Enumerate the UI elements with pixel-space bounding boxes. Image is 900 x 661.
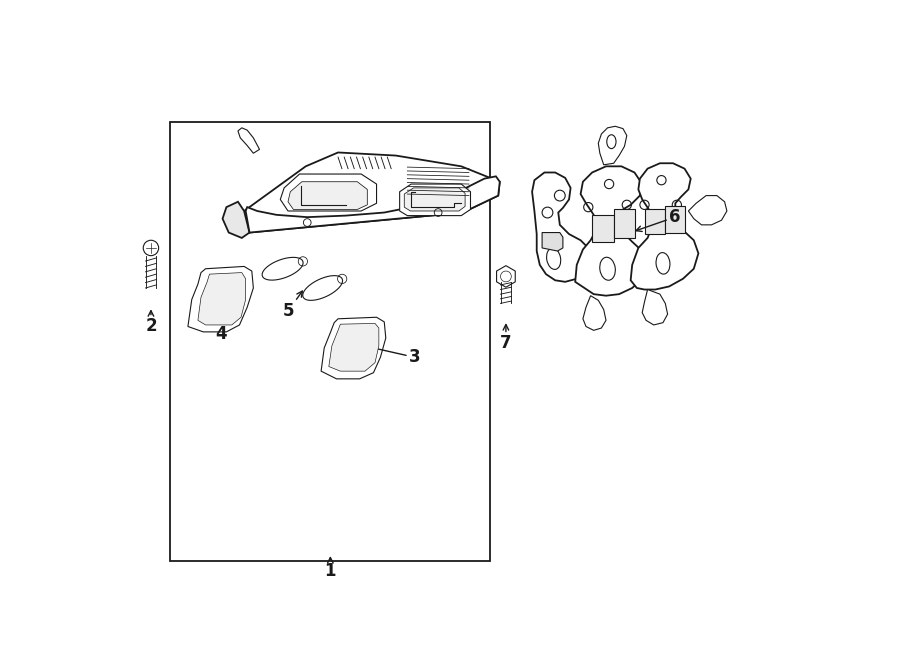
FancyBboxPatch shape bbox=[592, 215, 614, 242]
Polygon shape bbox=[400, 184, 471, 215]
Text: 5: 5 bbox=[283, 291, 302, 320]
Polygon shape bbox=[575, 167, 646, 295]
Text: 2: 2 bbox=[145, 311, 157, 336]
Text: 1: 1 bbox=[325, 557, 336, 580]
Bar bbox=[170, 122, 490, 561]
Polygon shape bbox=[198, 272, 246, 325]
Polygon shape bbox=[404, 188, 465, 211]
Text: 4: 4 bbox=[215, 311, 227, 343]
Polygon shape bbox=[321, 317, 386, 379]
Polygon shape bbox=[688, 196, 727, 225]
Polygon shape bbox=[246, 176, 500, 233]
Polygon shape bbox=[238, 128, 259, 153]
Polygon shape bbox=[532, 173, 590, 282]
Polygon shape bbox=[222, 202, 249, 238]
Polygon shape bbox=[631, 163, 698, 290]
FancyBboxPatch shape bbox=[614, 209, 635, 238]
Text: 6: 6 bbox=[636, 208, 680, 231]
Polygon shape bbox=[244, 153, 500, 233]
Text: 7: 7 bbox=[500, 325, 512, 352]
Polygon shape bbox=[643, 290, 668, 325]
Polygon shape bbox=[188, 266, 254, 332]
Polygon shape bbox=[288, 182, 367, 210]
Polygon shape bbox=[598, 126, 626, 165]
Polygon shape bbox=[583, 295, 606, 330]
Polygon shape bbox=[280, 174, 376, 211]
Polygon shape bbox=[497, 266, 515, 288]
Text: 3: 3 bbox=[359, 343, 420, 366]
FancyBboxPatch shape bbox=[665, 206, 685, 233]
Polygon shape bbox=[328, 323, 379, 371]
Polygon shape bbox=[542, 233, 562, 251]
FancyBboxPatch shape bbox=[644, 210, 664, 234]
Polygon shape bbox=[262, 257, 303, 280]
Polygon shape bbox=[302, 276, 343, 300]
